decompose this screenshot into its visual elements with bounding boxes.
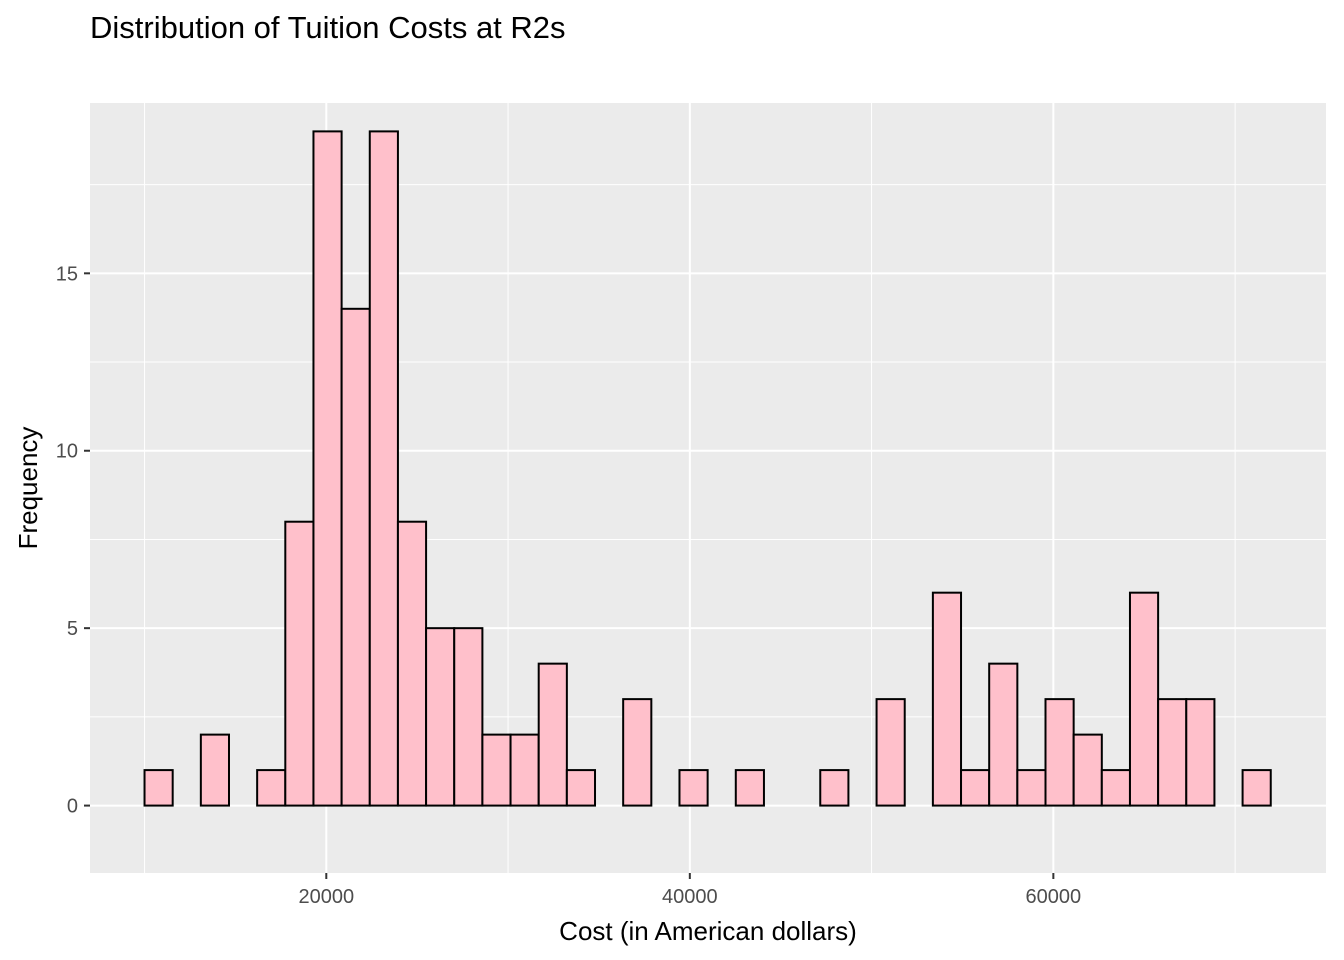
histogram-bar [875,698,906,807]
y-axis-title: Frequency [13,427,43,550]
histogram-bar [425,627,456,807]
x-tick-label: 40000 [662,886,718,908]
histogram-bar [284,520,315,807]
x-axis-title: Cost (in American dollars) [559,916,857,946]
x-tick-label: 20000 [298,886,354,908]
histogram-bar [734,769,765,807]
histogram-bar [396,520,428,807]
histogram-bar [1100,769,1131,807]
histogram-bar [565,769,597,807]
histogram-bar [1128,591,1160,807]
histogram-bar [481,733,512,807]
histogram-bar [678,769,709,807]
histogram-bar [1157,698,1188,807]
y-tick-label: 15 [56,263,78,285]
histogram-bar [199,733,230,807]
histogram-bar [509,733,540,807]
histogram-bar [1185,698,1216,807]
histogram-bar [312,130,343,807]
histogram-bar [256,769,287,807]
y-tick-label: 5 [67,618,78,640]
histogram-bars [143,130,1272,807]
histogram-bar [453,627,484,807]
y-tick-label: 10 [56,441,78,463]
y-tick-label: 0 [67,796,78,818]
histogram-bar [819,769,850,807]
axes: 20000 40000 60000 0 5 10 15 [56,263,1081,908]
histogram-bar [1241,769,1272,807]
histogram-bar [340,307,371,807]
histogram-bar [988,662,1019,807]
histogram-bar [537,662,568,807]
histogram-bar [1072,733,1103,807]
histogram-bar [368,130,399,807]
x-tick-label: 60000 [1026,886,1082,908]
histogram-bar [931,591,963,807]
histogram-bar [143,769,174,807]
histogram-bar [960,769,991,807]
histogram-bar [1016,769,1047,807]
histogram-bar [1044,698,1075,807]
histogram-bar [622,698,653,807]
chart-title: Distribution of Tuition Costs at R2s [90,10,566,45]
